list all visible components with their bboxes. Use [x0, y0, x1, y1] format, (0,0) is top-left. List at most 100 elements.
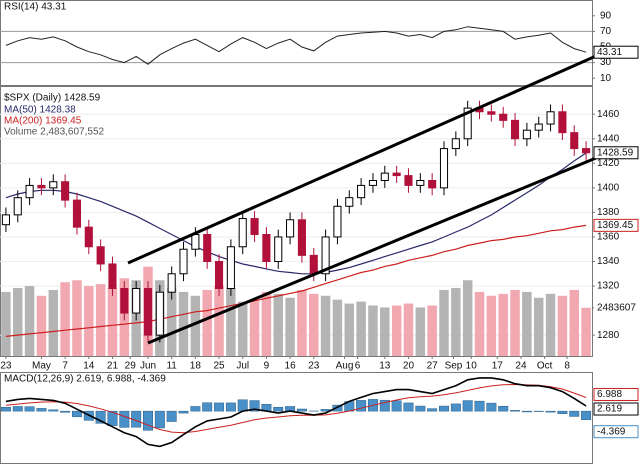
volume-bar: [332, 299, 343, 356]
ma200-line: [5, 224, 587, 337]
volume-bar: [237, 301, 248, 356]
macd-histogram-bar: [0, 406, 11, 412]
macd-histogram-bar: [214, 402, 225, 412]
volume-bar: [166, 288, 177, 356]
x-tick-label: 23: [308, 361, 320, 372]
volume-bar: [533, 297, 544, 356]
labels: RSI(14) 43.31 $SPX (Daily) 1428.59 MA(50…: [0, 2, 639, 439]
candle-body: [558, 111, 567, 134]
candle-body: [380, 172, 389, 182]
candle-body: [286, 219, 295, 238]
volume-tick-label: 2483607: [597, 302, 636, 313]
volume-bar: [498, 293, 508, 356]
macd-histogram-bar: [166, 410, 177, 422]
macd-histogram-bar: [60, 410, 71, 413]
candle-body: [333, 205, 342, 238]
y-tick-label: 1360: [597, 232, 620, 243]
volume-bar: [581, 307, 591, 356]
macd-histogram-bar: [486, 402, 497, 412]
last-value-bg: [593, 218, 639, 232]
macd-line: [5, 377, 587, 448]
candle-body: [368, 180, 378, 186]
volume-legend: Volume 2,483,607,552: [4, 127, 105, 138]
macd-histogram-bar: [356, 400, 367, 412]
last-value-box: 1428.59: [593, 146, 639, 160]
volume-bar: [190, 295, 201, 356]
candle-body: [274, 236, 283, 262]
volume-bar: [36, 295, 47, 356]
candle-body: [1, 214, 10, 226]
last-value-label: 1428.59: [597, 147, 634, 158]
candle-body: [297, 219, 306, 256]
volume-bar: [344, 303, 355, 356]
channel-upper: [127, 54, 597, 265]
volume-bar: [522, 291, 532, 356]
candle-body: [262, 234, 271, 262]
volume-bar: [261, 291, 272, 356]
y-tick-label: 1460: [597, 109, 620, 120]
macd-histogram-bar: [12, 406, 23, 412]
candle-body: [499, 113, 508, 121]
macd-histogram-bar: [557, 410, 568, 414]
last-value-box: -4.369: [593, 425, 639, 439]
macd-histogram-bar: [450, 403, 461, 412]
macd-histogram-bar: [71, 410, 82, 418]
x-tick-label: 7: [62, 361, 68, 372]
y-tick-label: 1400: [597, 183, 620, 194]
last-value-label: 6.988: [597, 389, 622, 400]
y-tick-label: 1280: [597, 330, 620, 341]
candle-body: [463, 107, 472, 140]
volume-bar: [214, 286, 224, 356]
x-tick-label: 11: [166, 361, 177, 372]
macd-histogram-bar: [545, 410, 556, 413]
macd-signal-line: [5, 383, 587, 434]
candle-body: [428, 180, 437, 189]
y-tick-label: 1420: [597, 158, 620, 169]
candle-body: [345, 197, 354, 207]
candle-body: [451, 138, 460, 150]
macd-histogram-bar: [439, 405, 449, 412]
last-value-box: 1369.45: [593, 218, 639, 232]
volume-bar: [474, 291, 485, 356]
candle-body: [309, 254, 318, 275]
macd-legend: MACD(12,26,9) 2.619, 6.988, -4.369: [4, 374, 166, 385]
macd-histogram-bar: [498, 406, 509, 412]
volume-bar: [462, 280, 473, 356]
ma50-line: [5, 152, 587, 275]
volume-bar: [439, 289, 449, 356]
candle-body: [84, 226, 93, 248]
x-tick-label: 6: [355, 361, 361, 372]
macd-histogram-bar: [569, 410, 580, 417]
x-tick-label: 17: [492, 361, 504, 372]
candle-body: [49, 181, 58, 189]
last-value-bg: [593, 402, 639, 416]
macd-histogram-bar: [296, 408, 307, 412]
volume-bar: [356, 301, 366, 356]
x-tick-label: 18: [190, 361, 202, 372]
volume-bar: [403, 303, 414, 356]
macd-histogram-bar: [107, 410, 118, 426]
macd-histogram-bar: [225, 402, 236, 412]
x-tick-label: 9: [264, 361, 270, 372]
last-value-label: 2.619: [597, 404, 622, 415]
candle-body: [120, 288, 129, 314]
x-tick-label: Sep: [445, 361, 463, 372]
channel-lower: [147, 156, 597, 345]
last-value-bg: [593, 387, 639, 401]
volume-bar: [486, 295, 497, 356]
candle-body: [72, 199, 82, 228]
volume-bar: [309, 293, 319, 356]
macd-histogram-bar: [48, 409, 59, 412]
macd-histogram-bar: [249, 400, 260, 412]
marks: [0, 15, 595, 448]
rsi-tick-label: 70: [600, 26, 612, 37]
y-tick-label: 1340: [597, 256, 620, 267]
y-tick-label: 1320: [597, 281, 620, 292]
volume-bar: [427, 305, 437, 356]
volume-bar: [95, 284, 106, 356]
x-tick-label: 8: [564, 361, 570, 372]
volume-bar: [320, 295, 331, 356]
macd-histogram-bar: [462, 400, 473, 412]
volume-bar: [1, 291, 11, 356]
x-tick-label: May: [32, 361, 51, 372]
